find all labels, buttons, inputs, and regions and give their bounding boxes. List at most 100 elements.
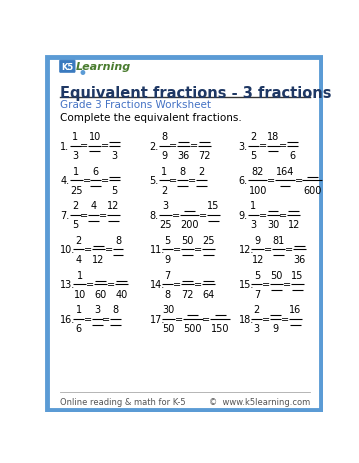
Text: 12: 12 xyxy=(288,220,300,230)
Text: =: = xyxy=(172,210,180,220)
Text: 7: 7 xyxy=(254,289,260,299)
Text: 4: 4 xyxy=(90,201,97,211)
Text: 72: 72 xyxy=(199,151,211,161)
Text: 5.: 5. xyxy=(149,176,159,186)
Text: =: = xyxy=(283,280,291,289)
Text: 2: 2 xyxy=(250,131,256,142)
Text: 1: 1 xyxy=(73,166,79,176)
Text: =: = xyxy=(281,314,289,324)
Text: 50: 50 xyxy=(270,270,283,280)
Text: =: = xyxy=(285,245,293,255)
Text: 600: 600 xyxy=(303,185,321,195)
Text: 25: 25 xyxy=(202,235,214,245)
Text: =: = xyxy=(169,176,178,186)
Text: 200: 200 xyxy=(180,220,199,230)
Text: =: = xyxy=(262,280,270,289)
Text: 1: 1 xyxy=(76,270,83,280)
Text: 8: 8 xyxy=(165,289,171,299)
Text: 17.: 17. xyxy=(149,314,165,324)
Text: ©  www.k5learning.com: © www.k5learning.com xyxy=(209,397,310,406)
Text: Online reading & math for K-5: Online reading & math for K-5 xyxy=(60,397,186,406)
Text: Grade 3 Fractions Worksheet: Grade 3 Fractions Worksheet xyxy=(60,100,211,110)
Text: 12: 12 xyxy=(107,201,120,211)
Text: 11.: 11. xyxy=(149,245,165,255)
Text: 3: 3 xyxy=(254,324,260,334)
FancyBboxPatch shape xyxy=(47,58,321,410)
Text: 3.: 3. xyxy=(239,141,248,151)
Text: 150: 150 xyxy=(211,324,229,334)
Text: 500: 500 xyxy=(183,324,202,334)
Text: 6: 6 xyxy=(290,151,296,161)
Text: 81: 81 xyxy=(272,235,285,245)
Text: 9: 9 xyxy=(165,255,171,264)
Text: 18.: 18. xyxy=(239,314,254,324)
FancyBboxPatch shape xyxy=(60,61,75,73)
Text: 64: 64 xyxy=(202,289,214,299)
Text: 2: 2 xyxy=(254,305,260,314)
Text: 3: 3 xyxy=(162,201,168,211)
Text: 1: 1 xyxy=(161,166,167,176)
Text: =: = xyxy=(262,314,270,324)
Text: 12: 12 xyxy=(252,255,264,264)
Text: =: = xyxy=(80,141,88,151)
Text: =: = xyxy=(202,314,210,324)
Text: 3: 3 xyxy=(111,151,117,161)
Text: =: = xyxy=(279,141,288,151)
Text: 15: 15 xyxy=(207,201,220,211)
Text: 9: 9 xyxy=(161,151,167,161)
Text: =: = xyxy=(279,210,288,220)
Text: 15.: 15. xyxy=(239,280,254,289)
Text: •: • xyxy=(78,65,87,83)
Text: 5: 5 xyxy=(254,270,260,280)
Text: 36: 36 xyxy=(293,255,306,264)
Text: 5: 5 xyxy=(250,151,256,161)
Text: 10: 10 xyxy=(89,131,101,142)
Text: 3: 3 xyxy=(94,305,100,314)
Text: =: = xyxy=(258,210,267,220)
Text: =: = xyxy=(190,141,199,151)
Text: 10.: 10. xyxy=(60,245,76,255)
Text: 2: 2 xyxy=(198,166,205,176)
Text: =: = xyxy=(267,176,275,186)
Text: 1: 1 xyxy=(72,131,78,142)
Text: 5: 5 xyxy=(164,235,171,245)
Text: 9.: 9. xyxy=(239,210,248,220)
Text: 60: 60 xyxy=(94,289,107,299)
Text: =: = xyxy=(175,314,183,324)
Text: 1: 1 xyxy=(250,201,256,211)
Text: 2: 2 xyxy=(75,235,82,245)
Text: =: = xyxy=(264,245,272,255)
Text: 3: 3 xyxy=(72,151,78,161)
Text: =: = xyxy=(258,141,267,151)
Text: 12: 12 xyxy=(92,255,104,264)
Text: 3: 3 xyxy=(250,220,256,230)
Text: 16.: 16. xyxy=(60,314,76,324)
Text: K5: K5 xyxy=(61,63,74,72)
Text: =: = xyxy=(104,245,113,255)
Text: 2: 2 xyxy=(161,185,167,195)
Text: 164: 164 xyxy=(276,166,294,176)
Text: Learning: Learning xyxy=(76,62,131,72)
Text: =: = xyxy=(84,245,92,255)
Text: =: = xyxy=(173,245,181,255)
Text: 15: 15 xyxy=(291,270,303,280)
Text: 8: 8 xyxy=(115,235,121,245)
Text: 8.: 8. xyxy=(149,210,159,220)
Text: =: = xyxy=(101,176,109,186)
Text: 6: 6 xyxy=(93,166,99,176)
Text: 100: 100 xyxy=(248,185,267,195)
Text: 5: 5 xyxy=(111,185,118,195)
Text: 2.: 2. xyxy=(149,141,159,151)
Text: 4.: 4. xyxy=(60,176,70,186)
Text: 50: 50 xyxy=(181,235,194,245)
Text: 12.: 12. xyxy=(239,245,254,255)
Text: 10: 10 xyxy=(74,289,86,299)
Text: =: = xyxy=(83,176,90,186)
Text: =: = xyxy=(188,176,196,186)
Text: 9: 9 xyxy=(272,324,279,334)
Text: 18: 18 xyxy=(267,131,279,142)
Text: Equivalent fractions - 3 fractions: Equivalent fractions - 3 fractions xyxy=(60,86,332,101)
Text: =: = xyxy=(194,280,202,289)
Text: =: = xyxy=(84,314,92,324)
Text: =: = xyxy=(102,314,111,324)
